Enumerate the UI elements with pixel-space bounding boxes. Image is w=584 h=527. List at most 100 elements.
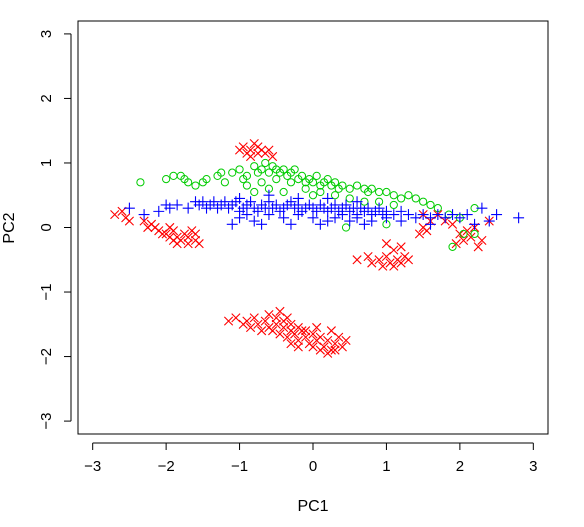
data-point-plus (226, 218, 238, 230)
data-point-cross (334, 332, 344, 342)
data-point-cross (381, 239, 392, 249)
data-point-cross (271, 319, 281, 329)
data-point-cross (165, 222, 175, 233)
data-point-plus (234, 193, 246, 204)
data-point-plus (322, 215, 334, 227)
data-point-plus (344, 215, 356, 227)
data-point-cross (389, 261, 399, 271)
data-point-plus (241, 209, 253, 221)
data-point-circle (290, 165, 299, 174)
x-tick-label: −1 (231, 458, 248, 475)
data-point-circle (162, 175, 171, 184)
y-tick-label: −3 (38, 413, 55, 430)
data-point-cross (268, 326, 278, 336)
y-axis: −3 −2 −1 0 1 2 3 (38, 30, 72, 430)
data-point-circle (301, 184, 310, 193)
data-point-plus (197, 196, 209, 208)
data-point-circle (419, 197, 428, 206)
data-point-cross (172, 239, 182, 249)
data-point-circle (389, 200, 398, 210)
data-point-cross (286, 319, 296, 329)
y-axis-title: PC2 (1, 212, 18, 243)
data-point-plus (469, 218, 481, 230)
data-point-plus (153, 205, 165, 217)
data-point-circle (250, 187, 259, 197)
plot-frame (77, 20, 549, 435)
data-point-plus (491, 209, 503, 221)
data-point-plus (123, 202, 135, 214)
data-point-cross (245, 322, 256, 333)
data-point-plus (366, 215, 378, 227)
data-point-plus (292, 193, 304, 204)
data-point-cross (363, 251, 373, 262)
data-point-cross (260, 316, 270, 326)
data-point-circle (250, 162, 259, 171)
data-point-plus (351, 196, 363, 208)
data-point-cross (282, 313, 292, 323)
data-point-cross (110, 210, 120, 220)
data-point-cross (396, 258, 406, 268)
data-point-plus (245, 196, 257, 208)
data-point-cross (473, 242, 483, 252)
x-tick-label: 1 (382, 458, 390, 475)
data-point-cross (396, 242, 406, 252)
data-point-cross (275, 306, 285, 316)
data-point-circle (323, 175, 332, 184)
data-point-circle (228, 168, 237, 177)
data-point-cross (301, 332, 311, 342)
data-point-circle (136, 178, 145, 187)
data-point-plus (208, 196, 220, 208)
data-point-cross (245, 145, 256, 155)
data-point-cross (183, 239, 193, 249)
data-point-plus (234, 212, 246, 224)
data-point-plus (285, 196, 297, 208)
data-point-cross (253, 319, 263, 329)
data-point-cross (352, 255, 362, 265)
data-point-cross (279, 322, 289, 333)
data-point-circle (169, 171, 178, 180)
data-point-circle (470, 229, 479, 239)
data-point-cross (341, 335, 351, 346)
data-point-circle (345, 194, 354, 203)
data-point-plus (322, 193, 334, 204)
data-point-cross (315, 345, 325, 355)
data-point-circle (367, 184, 376, 193)
data-point-plus (219, 196, 231, 208)
data-point-cross (286, 339, 296, 349)
data-point-circle (382, 187, 391, 197)
data-point-cross (477, 235, 487, 245)
data-point-cross (231, 313, 241, 323)
data-point-circle (242, 171, 252, 180)
data-point-plus (314, 218, 326, 230)
data-point-cross (389, 245, 399, 255)
data-point-plus (403, 209, 414, 221)
data-point-circle (316, 187, 325, 197)
data-point-circle (411, 194, 420, 203)
data-point-cross (323, 348, 333, 358)
data-point-plus (278, 212, 290, 224)
data-point-plus (380, 212, 392, 224)
data-point-cross (150, 222, 160, 233)
data-point-circle (308, 191, 318, 200)
data-point-cross (381, 251, 392, 262)
data-point-plus (351, 212, 363, 224)
data-point-circle (426, 200, 435, 210)
y-tick-label: −1 (38, 283, 55, 300)
data-point-plus (358, 218, 370, 230)
y-tick-label: 1 (38, 159, 55, 167)
x-tick-label: −3 (84, 458, 101, 475)
data-point-cross (451, 239, 461, 249)
data-point-circle (235, 165, 244, 174)
data-point-cross (293, 335, 303, 346)
data-point-plus (513, 212, 525, 224)
data-point-cross (257, 326, 267, 336)
data-point-cross (337, 342, 347, 352)
data-point-cross (183, 232, 193, 242)
data-point-plus (432, 209, 444, 221)
data-point-circle (257, 165, 266, 174)
data-point-cross (290, 329, 300, 339)
data-point-circle (242, 181, 252, 190)
data-point-circle (279, 165, 288, 174)
data-point-circle (297, 171, 307, 180)
data-point-plus (417, 209, 429, 221)
